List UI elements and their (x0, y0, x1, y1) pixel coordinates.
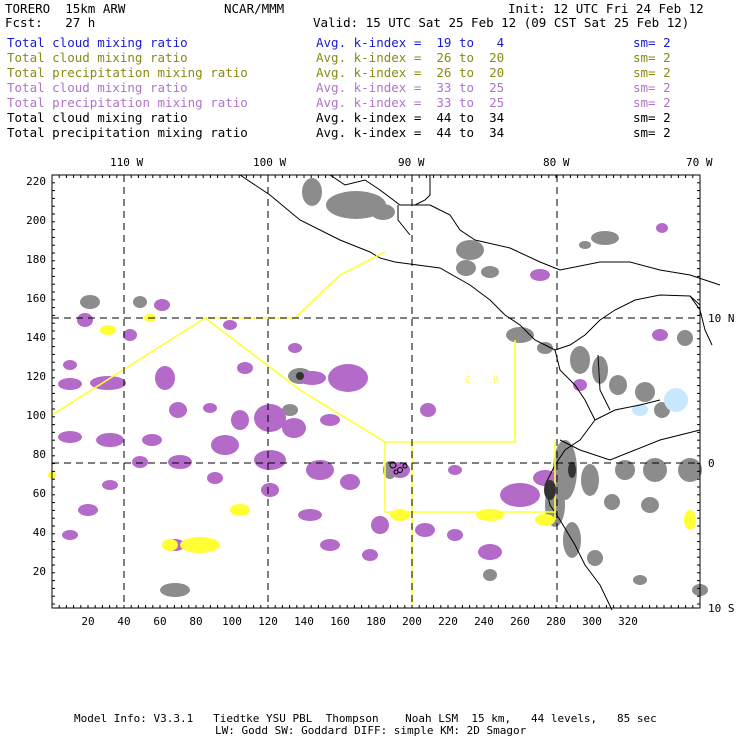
legend-row-3-stat: Avg. k-index = 26 to 20 (316, 65, 505, 80)
legend-row-6-stat: Avg. k-index = 44 to 34 (316, 110, 505, 125)
y-tick-labels: 220 200 180 160 140 120 100 80 60 40 20 (26, 175, 46, 578)
lat-label-10s: 10 S (708, 602, 735, 615)
legend-row-7-sm: sm= 2 (633, 125, 671, 140)
precip-core-dark (296, 372, 576, 500)
y-tick-label: 80 (33, 448, 46, 461)
axis-ticks (51, 174, 700, 608)
y-tick-label: 20 (33, 565, 46, 578)
legend-row-3-sm: sm= 2 (633, 65, 671, 80)
lat-label-0: 0 (708, 457, 715, 470)
legend-row-7-stat: Avg. k-index = 44 to 34 (316, 125, 505, 140)
x-tick-label: 220 (438, 615, 458, 628)
x-tick-label: 100 (222, 615, 242, 628)
legend-row-1-stat: Avg. k-index = 19 to 4 (316, 35, 505, 50)
legend-row-1-sm: sm= 2 (633, 35, 671, 50)
y-tick-label: 120 (26, 370, 46, 383)
lat-label-10n: 10 N (708, 312, 735, 325)
x-tick-label: 40 (117, 615, 130, 628)
x-tick-label: 200 (402, 615, 422, 628)
model-title: TORERO 15km ARW (5, 1, 126, 16)
legend-row-2-field: Total cloud mixing ratio (7, 50, 188, 65)
x-tick-label: 280 (546, 615, 566, 628)
legend-row-1-field: Total cloud mixing ratio (7, 35, 188, 50)
lat-lon-grid (52, 175, 700, 608)
x-tick-label: 300 (582, 615, 602, 628)
y-tick-label: 140 (26, 331, 46, 344)
legend-row-4-sm: sm= 2 (633, 80, 671, 95)
region-label-r: R (493, 375, 500, 386)
lon-label-110w: 110 W (110, 156, 143, 169)
org-label: NCAR/MMM (224, 1, 285, 16)
y-tick-label: 180 (26, 253, 46, 266)
legend-row-2-sm: sm= 2 (633, 50, 671, 65)
x-tick-label: 120 (258, 615, 278, 628)
legend-row-6-field: Total cloud mixing ratio (7, 110, 188, 125)
x-tick-label: 160 (330, 615, 350, 628)
legend-row-7-field: Total precipitation mixing ratio (7, 125, 248, 140)
y-tick-label: 100 (26, 409, 46, 422)
y-tick-label: 200 (26, 214, 46, 227)
legend-row-4-stat: Avg. k-index = 33 to 25 (316, 80, 505, 95)
y-tick-label: 40 (33, 526, 46, 539)
legend-row-5-sm: sm= 2 (633, 95, 671, 110)
legend-row-4-field: Total cloud mixing ratio (7, 80, 188, 95)
lon-label-90w: 90 W (398, 156, 425, 169)
legend-row-5-stat: Avg. k-index = 33 to 25 (316, 95, 505, 110)
init-time: Init: 12 UTC Fri 24 Feb 12 (508, 1, 704, 16)
model-info-line2: LW: Godd SW: Goddard DIFF: simple KM: 2D… (215, 724, 527, 737)
cloud-mixing-gray (80, 178, 708, 597)
y-tick-label: 160 (26, 292, 46, 305)
x-tick-label: 60 (153, 615, 166, 628)
model-info-line1: Model Info: V3.3.1 Tiedtke YSU PBL Thomp… (74, 712, 657, 725)
x-tick-label: 320 (618, 615, 638, 628)
lon-label-80w: 80 W (543, 156, 570, 169)
legend-row-3-field: Total precipitation mixing ratio (7, 65, 248, 80)
region-label-c: C (465, 375, 471, 386)
x-tick-label: 80 (189, 615, 202, 628)
x-tick-label: 20 (81, 615, 94, 628)
lon-label-100w: 100 W (253, 156, 286, 169)
forecast-map: 110 W 100 W 90 W 80 W 70 W (26, 156, 735, 628)
x-tick-label: 140 (294, 615, 314, 628)
valid-time: Valid: 15 UTC Sat 25 Feb 12 (09 CST Sat … (313, 15, 690, 30)
legend-row-6-sm: sm= 2 (633, 110, 671, 125)
y-tick-label: 60 (33, 487, 46, 500)
precip-mixing-violet (58, 223, 668, 561)
x-tick-label: 180 (366, 615, 386, 628)
galapagos-islands (389, 461, 408, 475)
forecast-hour: Fcst: 27 h (5, 15, 96, 30)
y-tick-label: 220 (26, 175, 46, 188)
cloud-mixing-lightblue (632, 388, 688, 416)
legend-row-2-stat: Avg. k-index = 26 to 20 (316, 50, 505, 65)
x-tick-labels: 20 40 60 80 100 120 140 160 180 200 220 … (81, 615, 638, 628)
x-tick-label: 260 (510, 615, 530, 628)
legend-row-5-field: Total precipitation mixing ratio (7, 95, 248, 110)
x-tick-label: 240 (474, 615, 494, 628)
lon-label-70w: 70 W (686, 156, 713, 169)
